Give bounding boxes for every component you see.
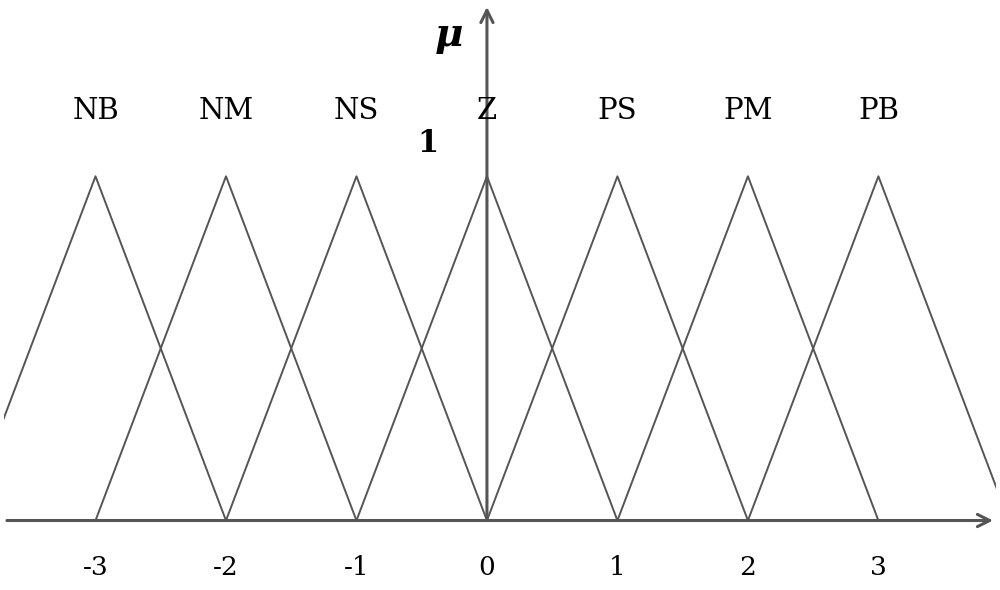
Text: 2: 2 (739, 555, 756, 580)
Text: 1: 1 (609, 555, 626, 580)
Text: PM: PM (723, 97, 773, 124)
Text: -2: -2 (213, 555, 239, 580)
Text: PS: PS (598, 97, 637, 124)
Text: μ: μ (435, 16, 463, 54)
Text: NM: NM (198, 97, 254, 124)
Text: -1: -1 (344, 555, 369, 580)
Text: 3: 3 (870, 555, 887, 580)
Text: Z: Z (477, 97, 497, 124)
Text: NS: NS (334, 97, 379, 124)
Text: NB: NB (72, 97, 119, 124)
Text: -3: -3 (83, 555, 108, 580)
Text: PB: PB (858, 97, 899, 124)
Text: 1: 1 (418, 128, 439, 159)
Text: 0: 0 (479, 555, 495, 580)
